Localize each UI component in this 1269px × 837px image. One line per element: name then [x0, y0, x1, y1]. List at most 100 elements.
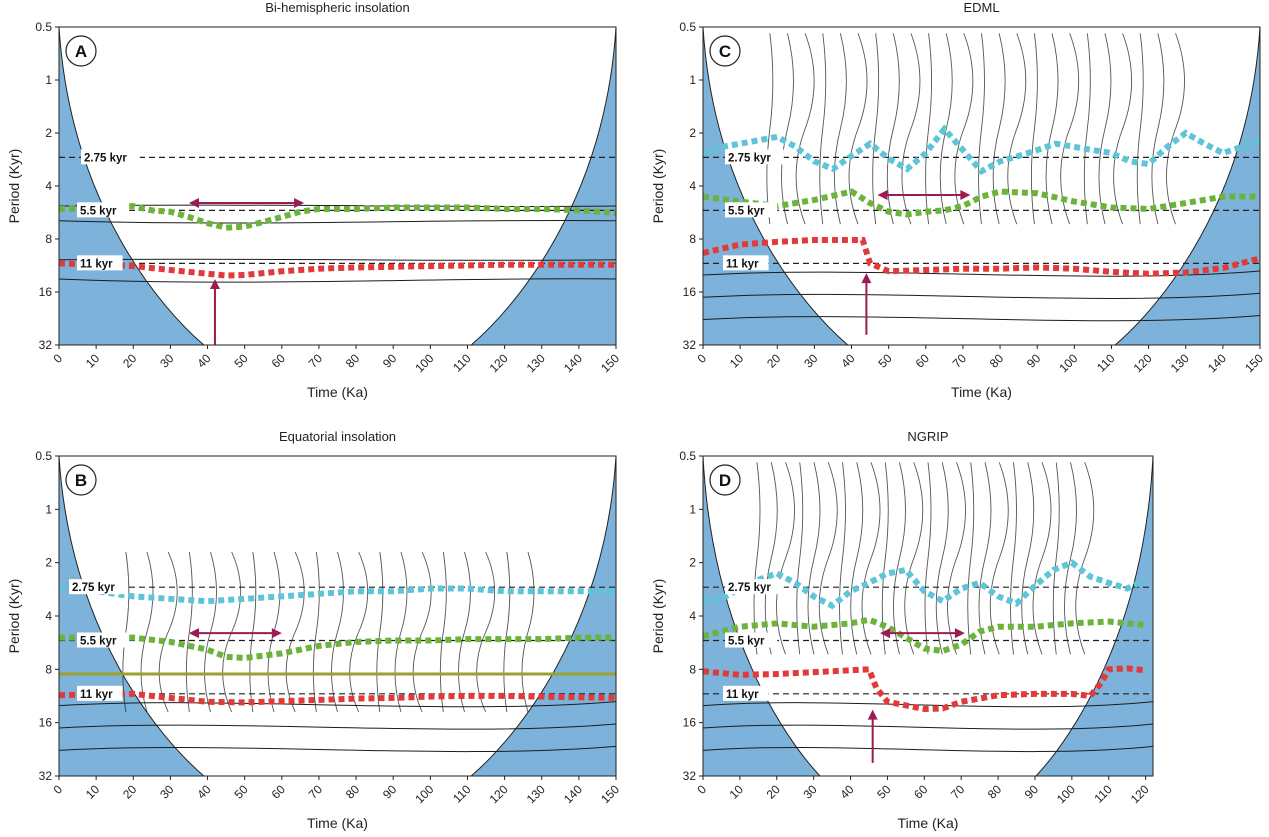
- chart-title: NGRIP: [907, 429, 948, 444]
- y-tick-label: 2: [689, 126, 696, 140]
- panel-letter: A: [75, 42, 87, 61]
- x-tick-label: 90: [380, 782, 400, 802]
- x-tick-label: 140: [561, 782, 585, 806]
- series-line: [703, 124, 1260, 176]
- x-tick-label: 140: [561, 351, 585, 375]
- y-tick-label: 16: [39, 285, 53, 299]
- x-tick-label: 150: [598, 782, 622, 806]
- x-tick-label: 140: [1205, 351, 1229, 375]
- y-axis-label: Period (Kyr): [6, 579, 22, 654]
- series-line: [59, 690, 616, 706]
- reference-label: 5.5 kyr: [80, 636, 117, 648]
- plot-content: [703, 33, 1260, 335]
- series-line: [59, 260, 616, 279]
- reference-label-bg: [725, 632, 778, 648]
- x-tick-label: 110: [1094, 351, 1118, 375]
- contour-bands: [703, 701, 1153, 753]
- series-line: [703, 236, 1260, 277]
- x-tick-label: 120: [1131, 351, 1155, 375]
- contour-lines: [122, 551, 535, 713]
- x-tick-label: 10: [727, 782, 747, 802]
- series-line: [703, 665, 1146, 713]
- series-line: [59, 203, 616, 231]
- x-tick-label: 60: [269, 782, 289, 802]
- reference-label-bg: [77, 685, 123, 701]
- y-tick-label: 1: [689, 502, 696, 516]
- y-tick-label: 2: [45, 556, 52, 570]
- panel-d: 2.75 kyr 5.5 kyr 11 kyr D NGRIP 0.5 1 2 4 8 16 320 1…: [650, 429, 1154, 831]
- series-line: [59, 634, 616, 661]
- y-tick-label: 2: [689, 556, 696, 570]
- x-tick-label: 70: [950, 351, 970, 371]
- reference-label-bg: [77, 632, 130, 648]
- x-tick-label: 0: [50, 782, 65, 797]
- x-tick-label: 0: [694, 782, 709, 797]
- x-axis-label: Time (Ka): [307, 384, 368, 400]
- x-tick-label: 20: [120, 351, 140, 371]
- x-tick-label: 100: [1056, 351, 1080, 375]
- y-tick-label: 16: [39, 716, 53, 730]
- x-tick-label: 80: [343, 782, 363, 802]
- x-tick-label: 70: [948, 782, 968, 802]
- vertical-arrow: [867, 709, 878, 763]
- vertical-arrow: [861, 273, 872, 335]
- x-tick-label: 50: [231, 782, 251, 802]
- x-axis-label: Time (Ka): [307, 815, 368, 831]
- x-tick-label: 20: [120, 782, 140, 802]
- panel-b: 2.75 kyr 5.5 kyr 11 kyr B Equatorial insolat…: [6, 429, 622, 831]
- y-tick-label: 32: [39, 338, 53, 352]
- reference-label: 5.5 kyr: [728, 636, 765, 648]
- plot-content: [59, 551, 616, 753]
- reference-label-bg: [77, 202, 130, 218]
- y-tick-label: 8: [45, 232, 52, 246]
- panel-badge: [65, 464, 97, 496]
- x-tick-label: 40: [837, 782, 857, 802]
- panel-badge: [709, 35, 741, 67]
- x-tick-label: 20: [764, 782, 784, 802]
- panel-a: 2.75 kyr 5.5 kyr 11 kyr A Bi-hemispheric ins…: [6, 0, 622, 400]
- x-tick-label: 130: [524, 351, 548, 375]
- x-axis-label: Time (Ka): [898, 815, 959, 831]
- y-tick-label: 0.5: [679, 20, 696, 34]
- panel-badge: [65, 35, 97, 67]
- chart-title: Bi-hemispheric insolation: [265, 0, 410, 15]
- contour-bands: [59, 701, 616, 753]
- x-tick-label: 80: [987, 351, 1007, 371]
- x-tick-label: 120: [487, 351, 511, 375]
- chart-title: Equatorial insolation: [279, 429, 396, 444]
- y-tick-label: 8: [45, 662, 52, 676]
- reference-label: 11 kyr: [726, 258, 759, 270]
- reference-label: 2.75 kyr: [72, 582, 115, 594]
- y-tick-label: 16: [683, 716, 697, 730]
- horizontal-arrow: [877, 190, 971, 201]
- x-tick-label: 130: [1168, 351, 1192, 375]
- x-tick-label: 110: [450, 351, 474, 375]
- y-tick-label: 1: [45, 502, 52, 516]
- panel-letter: B: [75, 471, 87, 490]
- y-tick-label: 4: [45, 179, 52, 193]
- x-axis-label: Time (Ka): [951, 384, 1012, 400]
- x-tick-label: 80: [343, 351, 363, 371]
- x-tick-label: 0: [694, 351, 709, 366]
- horizontal-arrow: [188, 628, 282, 639]
- x-tick-label: 0: [50, 351, 65, 366]
- reference-label-bg: [81, 149, 140, 165]
- series-line: [703, 188, 1260, 218]
- y-tick-label: 1: [689, 73, 696, 87]
- reference-label-bg: [723, 255, 769, 271]
- chart-title: EDML: [963, 0, 999, 15]
- x-tick-label: 150: [598, 351, 622, 375]
- series-line: [703, 616, 1146, 655]
- x-tick-label: 10: [83, 782, 103, 802]
- y-axis-label: Period (Kyr): [650, 149, 666, 224]
- x-tick-label: 40: [194, 351, 214, 371]
- x-tick-label: 100: [412, 351, 436, 375]
- panel-c: 2.75 kyr 5.5 kyr 11 kyr C EDML 0.5 1 2 4 8 16 320 10…: [650, 0, 1266, 400]
- x-tick-label: 20: [764, 351, 784, 371]
- y-tick-label: 4: [45, 609, 52, 623]
- x-tick-label: 60: [913, 351, 933, 371]
- y-axis-label: Period (Kyr): [6, 149, 22, 224]
- x-tick-label: 10: [727, 351, 747, 371]
- x-tick-label: 40: [838, 351, 858, 371]
